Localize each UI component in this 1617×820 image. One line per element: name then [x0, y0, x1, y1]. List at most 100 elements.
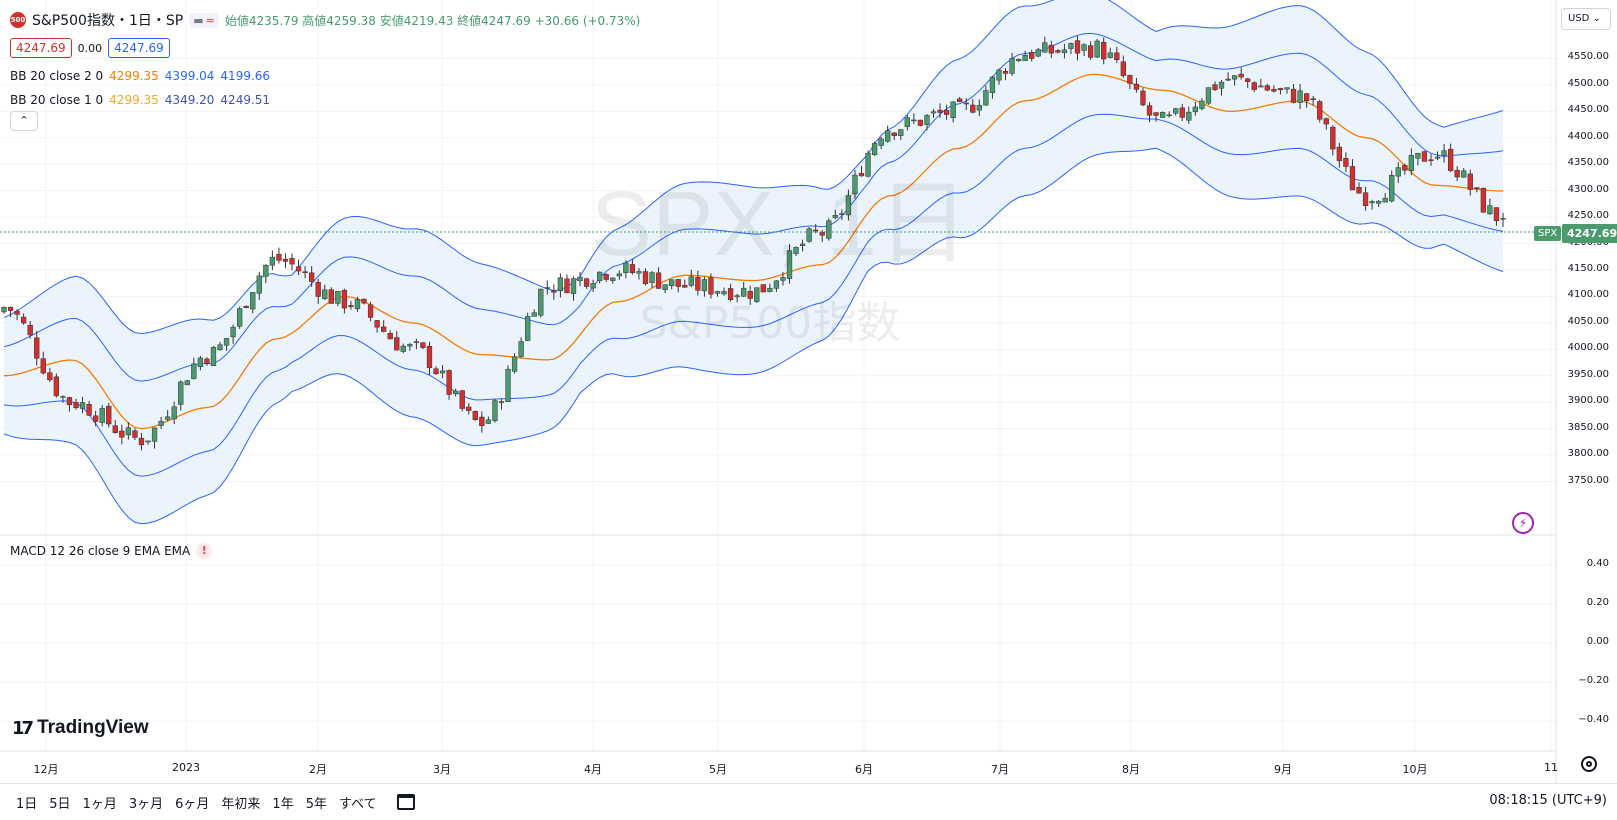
- time-tick-label: 2月: [309, 763, 327, 776]
- bb2-legend[interactable]: BB 20 close 2 0 4299.35 4399.04 4199.66: [10, 69, 270, 83]
- range-button[interactable]: 3ヶ月: [128, 796, 164, 812]
- range-button[interactable]: すべて: [338, 796, 377, 812]
- candle: [99, 405, 105, 427]
- candle: [106, 402, 112, 428]
- candle: [413, 338, 420, 350]
- calendar-icon[interactable]: [396, 794, 415, 810]
- visibility-pill[interactable]: ▬ ≈: [189, 12, 219, 28]
- buy-price-box[interactable]: 4247.69: [108, 38, 170, 58]
- time-tick-label: 7月: [991, 763, 1009, 776]
- bb1-legend[interactable]: BB 20 close 1 0 4299.35 4349.20 4249.51: [10, 93, 270, 107]
- time-tick-label: 2023: [172, 761, 200, 774]
- range-button[interactable]: 年初来: [221, 796, 261, 812]
- sell-price-box[interactable]: 4247.69: [10, 38, 72, 58]
- warning-icon[interactable]: !: [196, 543, 213, 559]
- candle: [1231, 75, 1238, 86]
- candle: [1389, 170, 1395, 203]
- candle: [976, 99, 982, 117]
- time-tick-label: 11: [1544, 761, 1558, 774]
- collapse-legend-button[interactable]: ⌃: [10, 111, 38, 131]
- candle: [1068, 42, 1074, 55]
- candle: [459, 389, 465, 412]
- candle: [780, 272, 786, 286]
- price-tick-label: 4050.00: [1567, 315, 1609, 327]
- candle: [426, 341, 433, 375]
- clock[interactable]: 08:18:15 (UTC+9): [1489, 793, 1607, 808]
- candle: [695, 270, 701, 296]
- candle: [989, 76, 996, 99]
- candle: [1375, 200, 1382, 208]
- candle: [1061, 43, 1068, 59]
- candle: [492, 398, 498, 423]
- candle: [1140, 87, 1146, 107]
- candle: [1258, 78, 1264, 88]
- range-button[interactable]: 5年: [305, 796, 327, 812]
- lightning-icon[interactable]: ⚡: [1512, 512, 1534, 534]
- candle: [957, 96, 963, 103]
- hide-icon[interactable]: ▬: [193, 13, 204, 27]
- candle: [1238, 67, 1244, 80]
- watermark-main: SPX, 1日: [591, 173, 969, 275]
- price-tick-label: 4100.00: [1567, 289, 1609, 301]
- candle: [315, 278, 321, 304]
- candle: [387, 330, 393, 340]
- candle: [1421, 150, 1428, 162]
- candle: [1493, 207, 1500, 226]
- candle: [1474, 187, 1480, 193]
- candle: [1101, 37, 1107, 65]
- candle: [40, 351, 46, 375]
- candle: [1029, 49, 1035, 62]
- candle: [73, 398, 79, 410]
- candle: [400, 343, 406, 354]
- price-tick-label: 3850.00: [1567, 421, 1609, 433]
- candle: [930, 109, 937, 118]
- candle: [485, 416, 492, 425]
- compare-icon[interactable]: ≈: [205, 13, 215, 27]
- candle: [577, 272, 583, 287]
- range-button[interactable]: 5日: [49, 796, 71, 812]
- candle: [204, 357, 210, 366]
- candle: [839, 209, 845, 221]
- candle: [381, 320, 387, 333]
- candle: [374, 319, 380, 333]
- candle: [125, 422, 132, 440]
- candle: [210, 346, 217, 367]
- candle: [322, 284, 328, 300]
- symbol-title[interactable]: S&P500指数・1日・SP: [32, 13, 184, 29]
- candle: [1317, 99, 1323, 123]
- price-tick-label: 4000.00: [1567, 342, 1609, 354]
- candle: [767, 283, 773, 293]
- candle: [335, 291, 341, 307]
- tradingview-logo[interactable]: 17 TradingView: [12, 717, 149, 739]
- range-button[interactable]: 6ヶ月: [175, 796, 210, 812]
- macd-legend[interactable]: MACD 12 26 close 9 EMA EMA !: [10, 543, 213, 559]
- range-button[interactable]: 1日: [16, 796, 38, 812]
- symbol-tag: SPX: [1534, 226, 1562, 241]
- candle: [197, 355, 204, 371]
- candle: [446, 369, 452, 400]
- candle: [1402, 163, 1408, 175]
- currency-select[interactable]: USD ⌄: [1561, 8, 1611, 30]
- settings-gear-icon[interactable]: [1581, 756, 1597, 772]
- bb1-label: BB 20 close 1 0: [10, 93, 104, 107]
- candle: [191, 357, 197, 380]
- candle: [1323, 117, 1329, 130]
- candle: [557, 273, 564, 298]
- candle: [1362, 186, 1369, 211]
- candle: [904, 114, 910, 131]
- candle: [263, 264, 269, 284]
- candle: [1179, 103, 1185, 122]
- candle: [813, 224, 819, 234]
- candle: [158, 416, 164, 430]
- candle: [1310, 95, 1316, 106]
- candle: [924, 113, 930, 131]
- candle: [852, 169, 858, 199]
- bb2-upper-line: [3, 0, 1504, 335]
- range-button[interactable]: 1年: [272, 796, 294, 812]
- range-button[interactable]: 1ヶ月: [82, 796, 117, 812]
- candle: [20, 313, 27, 325]
- bb1-upper-line: [3, 32, 1504, 382]
- candle: [1048, 40, 1054, 58]
